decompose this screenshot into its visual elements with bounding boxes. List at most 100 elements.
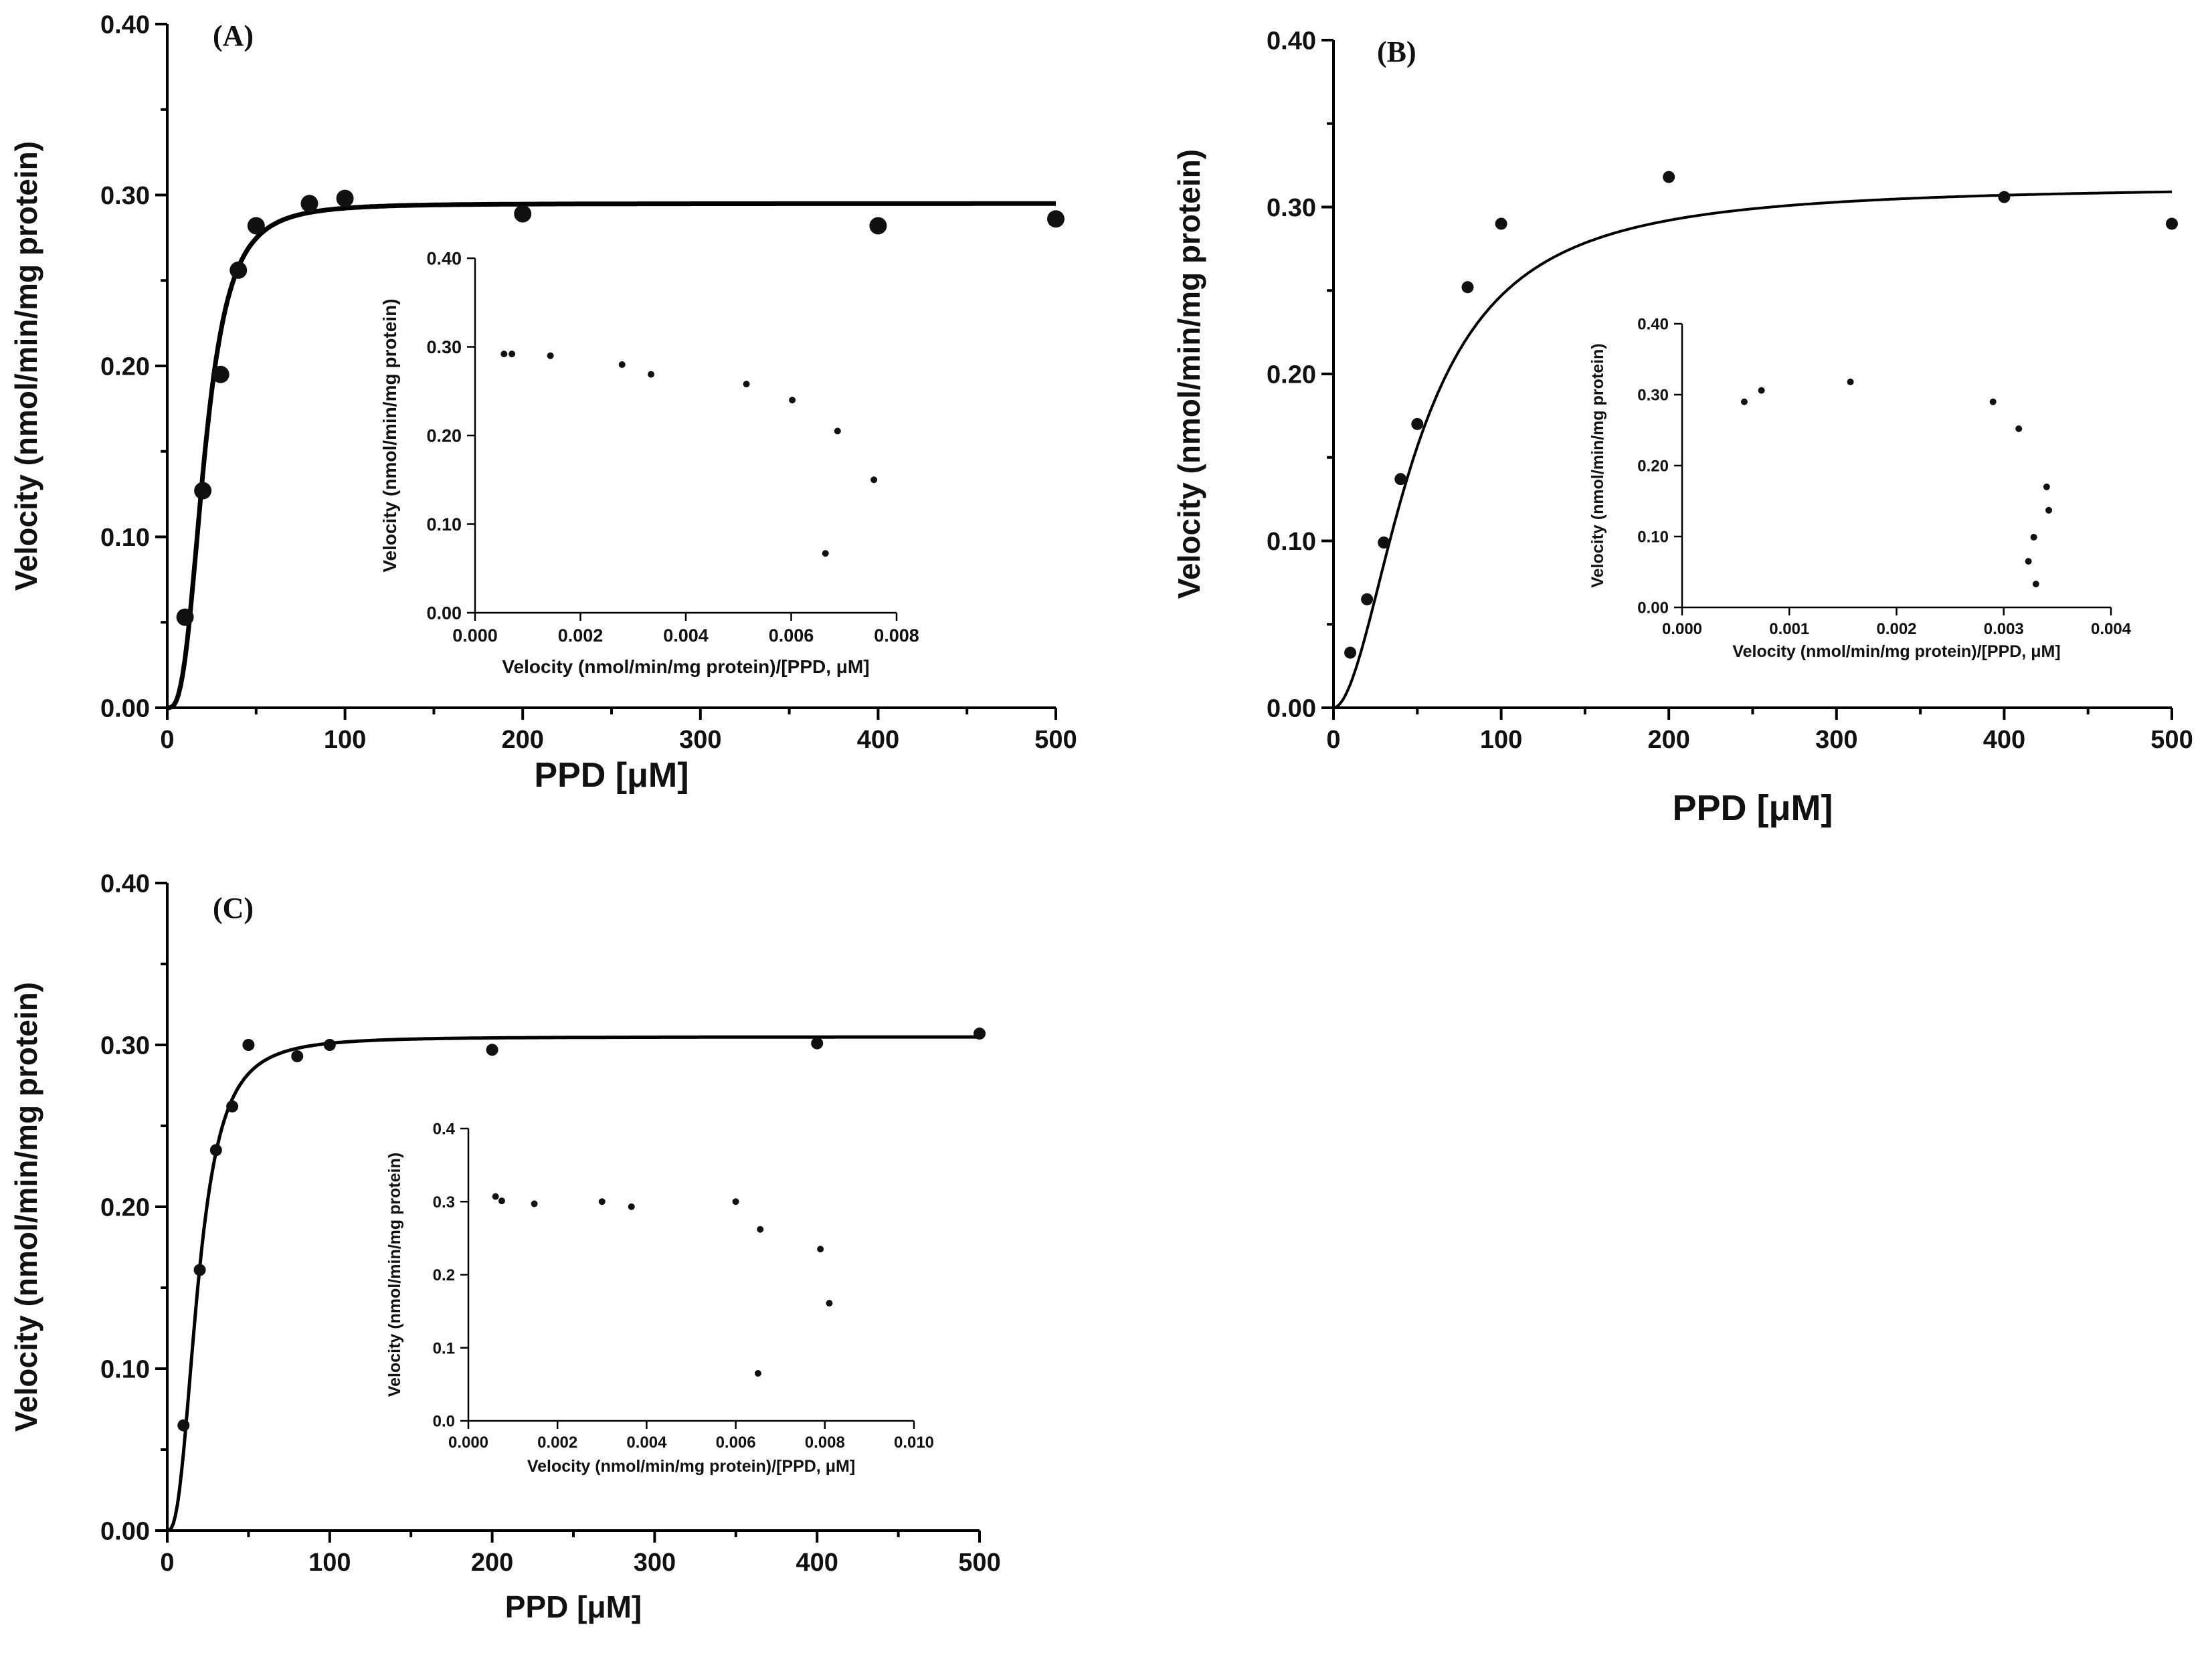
panel-b-inset-point [2032,581,2039,588]
panel-c-fit-curve [167,1035,980,1533]
panel-a-inset-y-tick-label: 0.40 [426,249,462,269]
panel-c-data-point [226,1100,239,1112]
panel-a: (A) 0 100 200 300 400 500 0.00 0.10 0.20 0.30 0.40 P… [9,11,1077,795]
panel-b-inset-point [2030,534,2037,541]
panel-c-main-y-tick-label: 0.30 [100,1032,150,1060]
panel-a-data-point [514,205,532,223]
panel-c-data-point [291,1050,304,1062]
panel-c-main-x-tick-label: 100 [308,1549,351,1577]
panel-b-data-point [1344,646,1357,659]
panel-c-inset-x-tick-label: 0.006 [716,1434,756,1452]
panel-c-inset-y-tick-label: 0.4 [433,1121,456,1139]
panel-a-inset-point [509,351,516,358]
panel-a-inset-x-tick-label: 0.002 [558,625,604,646]
panel-b-inset-y-tick-label: 0.00 [1637,599,1669,617]
panel-c-inset-y-axis-label: Velocity (nmol/min/mg protein) [385,1153,404,1397]
panel-c-inset-y-tick-label: 0.2 [433,1266,455,1284]
panel-b-inset-x-tick-label: 0.001 [1769,620,1809,638]
panel-b-inset-point [2045,506,2053,514]
panel-c-inset-point [492,1193,499,1200]
panel-a-inset-x-tick-label: 0.000 [452,625,498,646]
panel-b-inset-point [1758,387,1765,394]
panel-a-inset: 0.000 0.002 0.004 0.006 0.008 0.00 0.10 0.20 0.3… [379,249,919,677]
panel-c-inset-y-tick-label: 0.3 [433,1193,455,1211]
panel-b-inset-x-axis-label: Velocity (nmol/min/mg protein)/[PPD, μM] [1732,642,2060,661]
panel-b-inset-y-axis-label: Velocity (nmol/min/mg protein) [1588,343,1607,587]
panel-b-data-point [2166,217,2178,230]
panel-c-data-point [193,1264,206,1276]
panel-b-inset-x-tick-label: 0.002 [1876,620,1916,638]
panel-c-inset-x-tick-label: 0.010 [894,1434,934,1452]
panel-a-main-x-tick-label: 100 [324,726,366,754]
panel-a-data-point [229,261,248,279]
panel-c-main-y-axis-label: Velocity (nmol/min/mg protein) [9,982,43,1432]
panel-c-data-point [323,1039,336,1051]
panel-a-main-x-tick-label: 300 [679,726,721,754]
panel-a-main-y-tick-label: 0.10 [100,524,150,552]
panel-b-inset-point [1847,378,1854,385]
panel-a-main-y-tick-label: 0.30 [100,182,150,210]
panel-b-main-x-tick-label: 0 [1326,726,1340,754]
panel-a-inset-point [789,397,796,403]
panel-a-label: (A) [213,19,254,52]
panel-a-inset-x-tick-label: 0.004 [663,625,709,646]
panel-a-data-point [1047,210,1065,228]
panel-c-main-x-tick-label: 500 [958,1549,1000,1577]
panel-c-inset-point [754,1369,761,1377]
panel-a-inset-point [648,371,655,378]
panel-c-main-y-tick-label: 0.10 [100,1356,150,1384]
panel-b-data-point [1663,171,1675,183]
panel-c-data-point [974,1028,986,1040]
panel-c-label: (C) [213,892,254,925]
panel-c-inset-x-axis-label: Velocity (nmol/min/mg protein)/[PPD, μM] [527,1457,855,1476]
panel-b-main-y-tick-label: 0.20 [1267,361,1316,389]
panel-a-main-x-tick-label: 200 [501,726,543,754]
panel-b-inset-y-tick-label: 0.20 [1637,458,1669,476]
panel-a-inset-x-axis-label: Velocity (nmol/min/mg protein)/[PPD, μM] [502,656,869,677]
panel-c-inset-x-tick-label: 0.000 [448,1434,488,1452]
panel-b-label: (B) [1377,35,1416,68]
panel-b-main-x-axis-label: PPD [μM] [1672,788,1833,828]
panel-b-inset-point [1740,398,1748,405]
panel-c-inset-point [817,1246,824,1253]
panel-b-inset-point [2025,558,2032,565]
panel-c-main-x-tick-label: 200 [471,1549,513,1577]
panel-a-inset-point [822,550,829,557]
panel-c-main-y-tick-label: 0.40 [100,870,150,898]
panel-c-data-point [486,1044,498,1056]
panel-a-data-point [336,189,354,207]
panel-c-inset-point [498,1197,505,1205]
panel-b-data-point [1495,217,1507,230]
panel-a-inset-point [870,476,878,484]
panel-a-data-point [194,482,212,500]
panel-a-inset-y-tick-label: 0.20 [426,426,462,446]
panel-c-main-y-tick-label: 0.20 [100,1194,150,1222]
panel-b-inset-point [1989,398,1997,405]
panel-b-main-x-tick-label: 200 [1647,726,1689,754]
panel-c-data-point [811,1037,824,1050]
panel-c-main-y-tick-label: 0.00 [100,1518,150,1546]
panel-b-inset-x-tick-label: 0.000 [1662,620,1702,638]
panel-b-inset-point [2015,425,2023,432]
panel-a-main-x-tick-label: 500 [1034,726,1077,754]
panel-b: (B) 0 100 200 300 400 500 0.00 0.10 0.20 0.30 0.40 P… [1172,27,2193,828]
panel-c-inset-y-tick-label: 0.0 [433,1413,455,1431]
panel-c-data-point [209,1144,222,1157]
panel-b-inset-y-tick-label: 0.30 [1637,387,1669,405]
panel-b-main-y-tick-label: 0.30 [1267,194,1316,222]
panel-a-main-y-tick-label: 0.20 [100,353,150,381]
panel-c-inset-x-tick-label: 0.004 [626,1434,667,1452]
panel-a-inset-point [743,381,750,388]
panel-a-main-x-axis-label: PPD [μM] [534,756,688,795]
panel-c-inset-point [757,1226,764,1233]
panel-c-inset-point [732,1198,739,1205]
panel-a-inset-x-tick-label: 0.006 [769,625,814,646]
panel-c-inset-point [598,1198,606,1205]
panel-c-main-x-tick-label: 0 [160,1549,174,1577]
panel-b-data-point [1361,593,1374,605]
panel-b-data-point [1461,281,1474,294]
panel-b-inset-x-tick-label: 0.004 [2091,620,2132,638]
panel-b-main-x-tick-label: 400 [1983,726,2025,754]
panel-a-inset-point [500,351,508,358]
